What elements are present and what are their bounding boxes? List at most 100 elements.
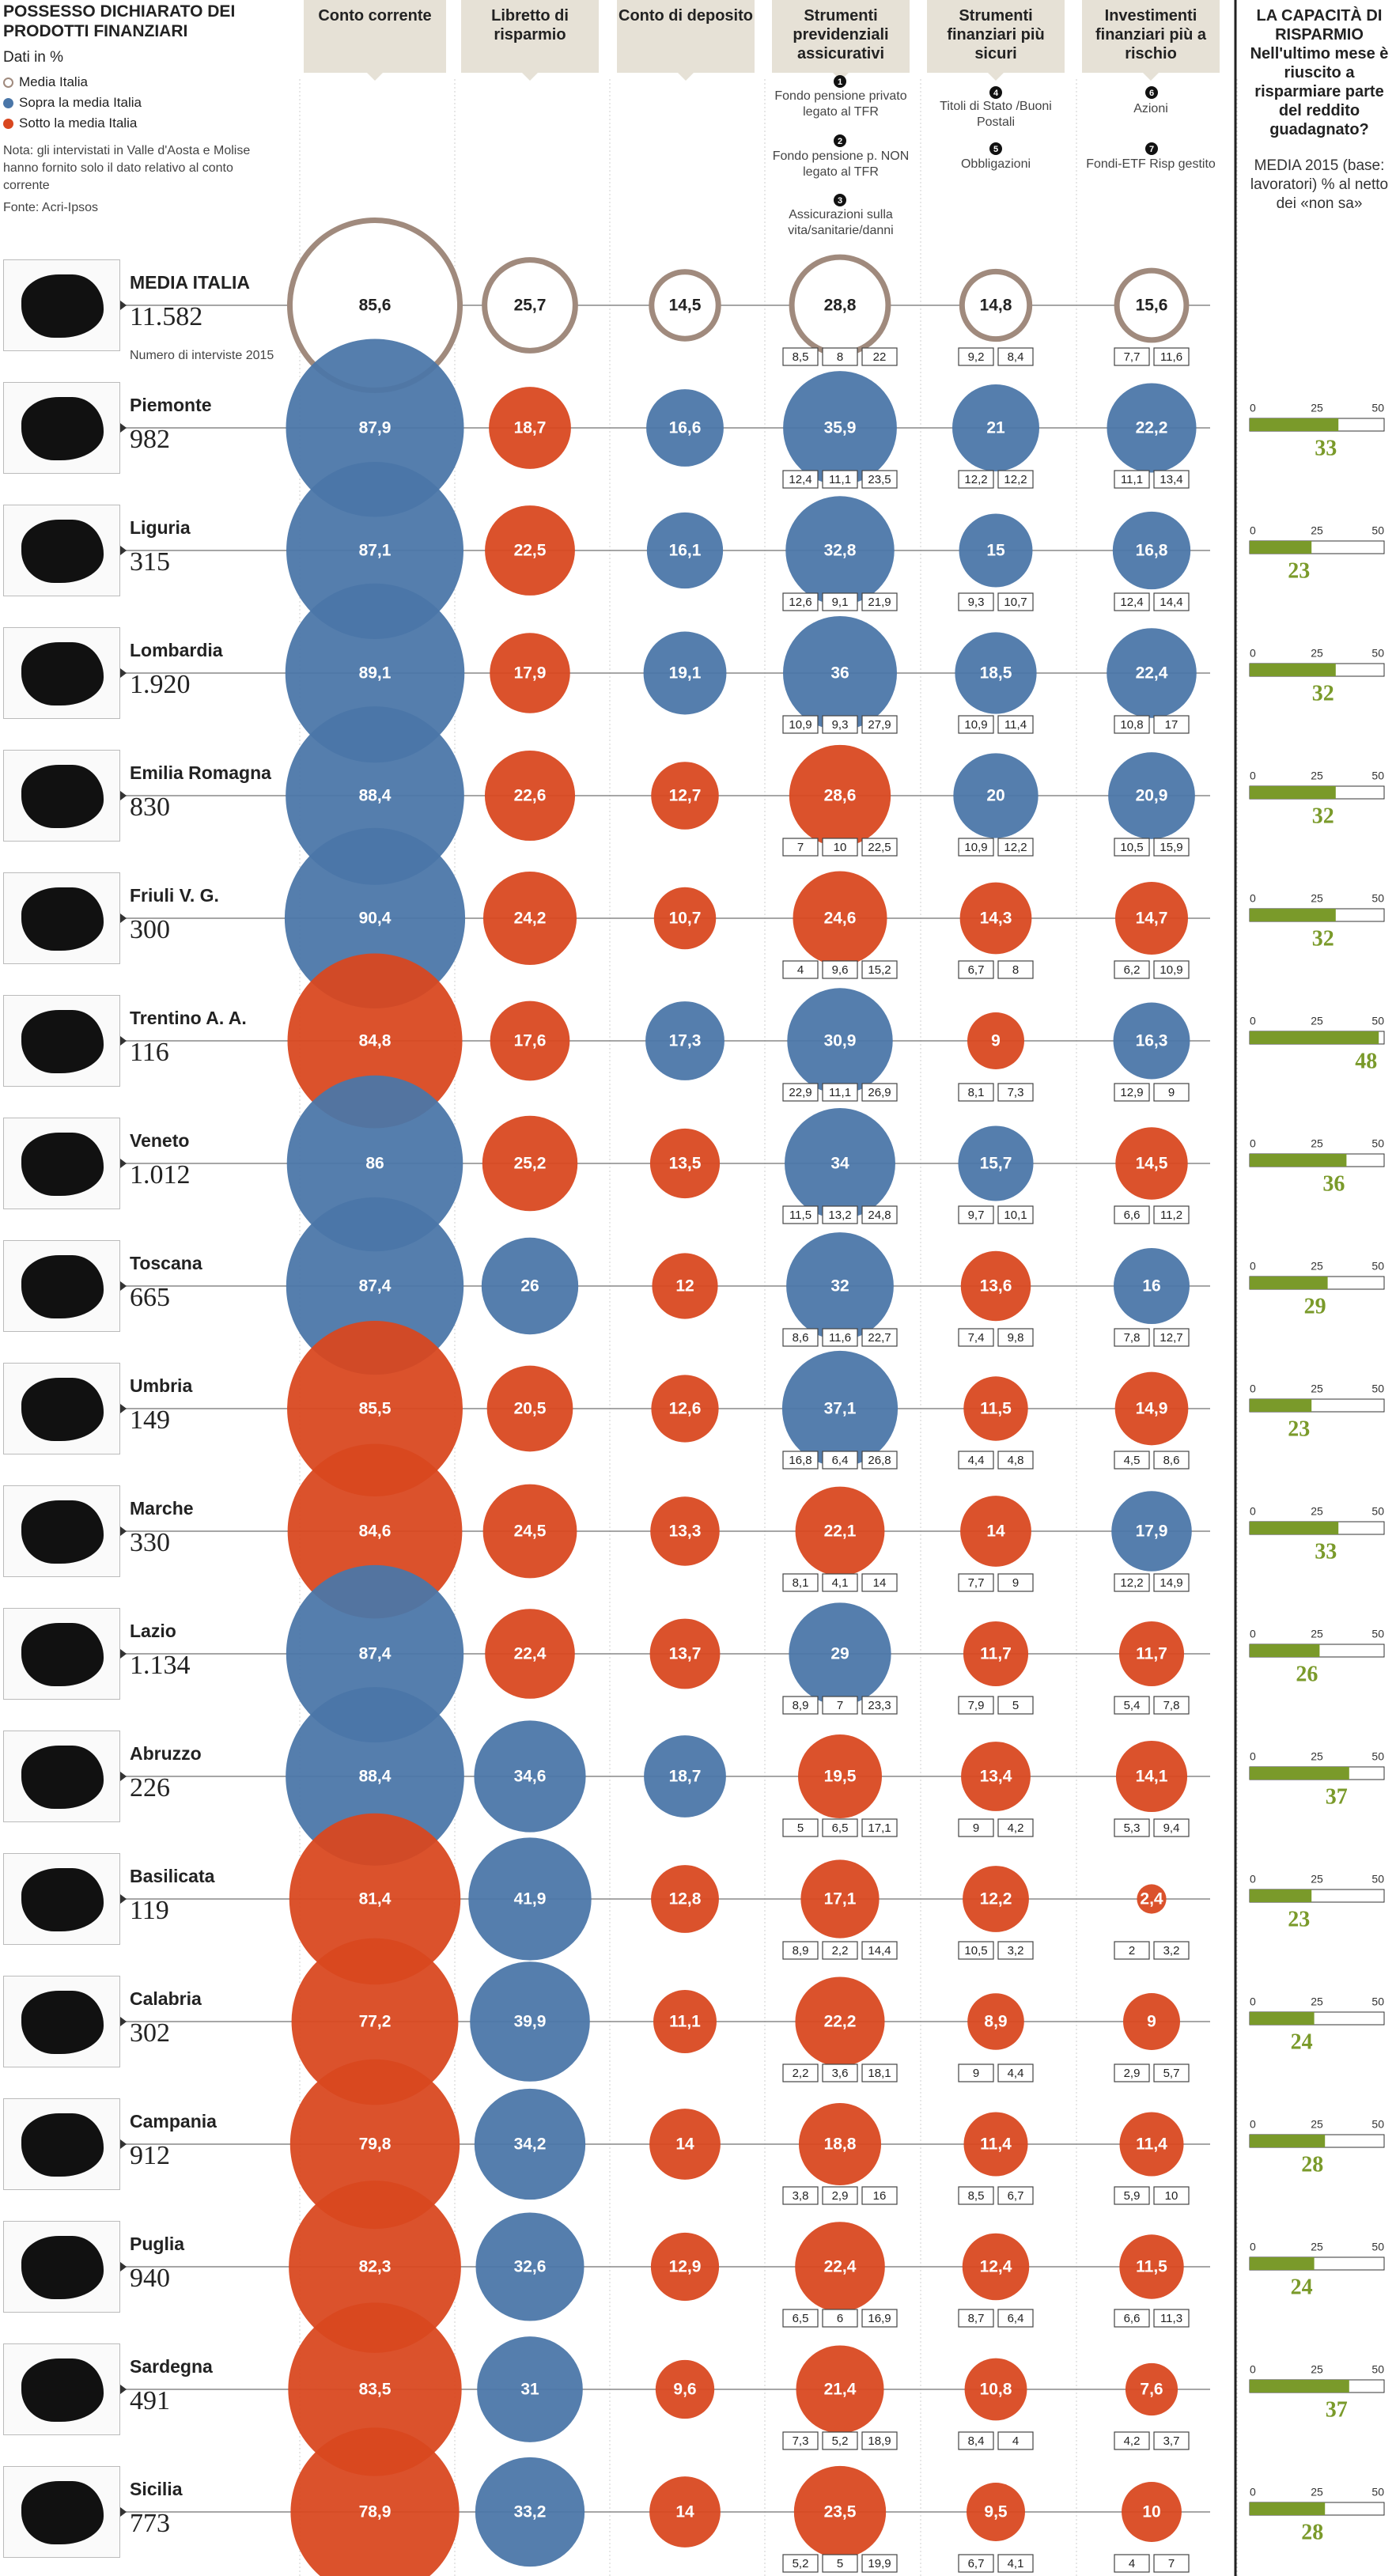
capacity-axis-label: 0 [1250, 2118, 1256, 2131]
capacity-axis-label: 25 [1311, 2486, 1323, 2498]
sub-value: 26,9 [868, 1086, 891, 1099]
bubble-value: 22,5 [514, 542, 547, 560]
bubble [796, 2345, 884, 2434]
bubble-value: 24,6 [824, 910, 857, 928]
sub-value-box [822, 470, 858, 489]
capacity-axis-label: 25 [1311, 1260, 1323, 1273]
sub-value-box [958, 960, 994, 979]
region-name: MEDIA ITALIA [130, 272, 251, 293]
region-map [3, 1853, 127, 1945]
sub-value: 6,5 [832, 1821, 849, 1835]
sub-value: 10,9 [789, 718, 811, 732]
bubble [474, 2088, 586, 2200]
sub-value-box [1153, 1328, 1190, 1347]
region-shape-icon [21, 1623, 104, 1686]
sub-value-box [997, 1328, 1034, 1347]
sub-value: 4,2 [1124, 2434, 1141, 2448]
capacity-value: 24 [1291, 2275, 1313, 2299]
capacity-axis-label: 0 [1250, 1383, 1256, 1395]
bubble [1113, 1002, 1190, 1080]
subcat-fondo-non-tfr: Fondo pensione p. NON legato al TFR [772, 149, 910, 179]
sub-value: 7 [797, 841, 804, 854]
sub-value-box [958, 1083, 994, 1102]
region-name: Umbria [130, 1375, 193, 1396]
sub-value-box [997, 1696, 1034, 1715]
bubble [963, 2112, 1028, 2177]
sub-value: 10,5 [964, 1944, 987, 1958]
bubble [645, 1001, 724, 1080]
bubble-value: 26 [520, 1277, 539, 1296]
bubble-value: 12,8 [669, 1890, 702, 1908]
sub-value: 14,4 [868, 1944, 891, 1958]
bubble-value: 22,4 [514, 1645, 547, 1663]
sub-value: 3,8 [793, 2189, 809, 2203]
capacity-axis-label: 50 [1371, 770, 1384, 782]
sub-value: 10,9 [1160, 963, 1182, 977]
capacity-value: 28 [1301, 2520, 1323, 2544]
bubble-value: 14,3 [980, 910, 1012, 928]
bubble-value: 7,6 [1140, 2381, 1163, 2399]
sub-value: 10 [1165, 2189, 1178, 2203]
capacity-title: LA CAPACITÀ DI RISPARMIO Nell'ultimo mes… [1250, 7, 1389, 138]
bubble [953, 753, 1038, 838]
legend-subtitle: Dati in % [3, 49, 64, 66]
bubble [287, 953, 463, 1129]
capacity-axis-label: 25 [1311, 770, 1323, 782]
capacity-value: 28 [1301, 2152, 1323, 2177]
bubble-value: 14 [986, 1523, 1005, 1541]
bubble [785, 1108, 895, 1219]
sub-value-box [782, 1328, 819, 1347]
sub-value: 4,1 [1008, 2557, 1024, 2570]
bubble-value: 15,6 [1136, 297, 1168, 315]
bubble [783, 371, 897, 485]
region-name: Sardegna [130, 2356, 213, 2377]
bubble-value: 25,7 [514, 297, 547, 315]
marker-icon [834, 75, 846, 88]
region-map [3, 627, 127, 719]
sub-value: 8,5 [968, 2189, 985, 2203]
sub-value: 7,7 [1124, 350, 1141, 364]
bubble [789, 1602, 891, 1705]
bubble [1108, 752, 1195, 839]
region-shape-icon [21, 2358, 104, 2422]
sub-value: 10,5 [1120, 841, 1143, 854]
bubble-value: 34,2 [514, 2135, 547, 2154]
bubble-value: 14 [675, 2503, 694, 2521]
bubble [651, 1375, 719, 1443]
bubble [1114, 1248, 1190, 1324]
region-shape-icon [21, 765, 104, 828]
sub-value-box [782, 1818, 819, 1837]
bubble-value: 22,4 [1136, 664, 1168, 683]
sub-value-boxes: 8,5 8 22 9,2 8,4 7,7 11,6 12,4 11,1 23,5 12,2 12,2 1… [782, 347, 1190, 2573]
bubble [795, 1976, 885, 2067]
bubble-value: 21 [986, 419, 1005, 437]
bubble [288, 2302, 462, 2476]
bubble [291, 1938, 459, 2105]
capacity-axis-label: 50 [1371, 2118, 1384, 2131]
bubble [786, 1232, 894, 1340]
marker-number: 6 [1149, 89, 1154, 98]
column-header-conto-corrente: Conto corrente [304, 0, 446, 81]
capacity-bar-fill [1250, 2380, 1349, 2393]
sub-value-box [822, 960, 858, 979]
capacity-axis-label: 0 [1250, 1505, 1256, 1518]
bubble [649, 1618, 721, 1689]
sub-value-box [997, 2309, 1034, 2328]
bubble-value: 17,9 [1136, 1523, 1168, 1541]
media-note: Numero di interviste 2015 [130, 349, 274, 362]
sub-value: 8,9 [793, 1944, 809, 1958]
bubble-value: 19,5 [824, 1768, 857, 1786]
bubble-value: 12,9 [669, 2258, 702, 2276]
sub-value-box [958, 2554, 994, 2573]
capacity-value: 32 [1312, 804, 1334, 828]
sub-value-box [1114, 2431, 1150, 2450]
capacity-bar-fill [1250, 2012, 1315, 2025]
bubble [952, 384, 1039, 471]
sub-value: 9 [973, 1821, 979, 1835]
marker-number: 2 [838, 137, 842, 146]
bubble [486, 1365, 573, 1452]
region-shape-icon [21, 1746, 104, 1809]
bubble [649, 2109, 721, 2180]
sub-value-box [782, 2186, 819, 2205]
capacity-axis-label: 0 [1250, 770, 1256, 782]
